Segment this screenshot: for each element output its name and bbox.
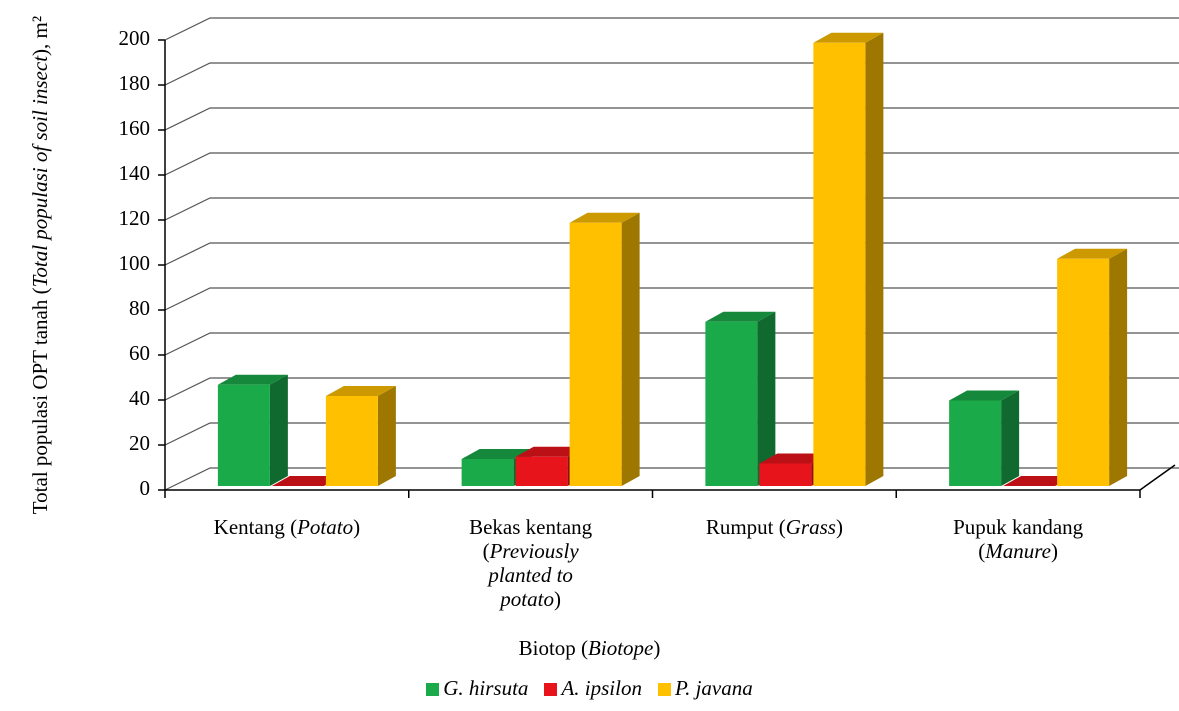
grid-line	[164, 422, 1179, 446]
legend-item: A. ipsilon	[544, 676, 642, 700]
bar-front	[461, 459, 514, 486]
y-tick-label: 140	[119, 161, 151, 185]
y-tick-label: 100	[119, 251, 151, 275]
bar-top	[569, 212, 640, 223]
x-tick-label: Bekas kentang (Previously planted to pot…	[469, 515, 593, 611]
legend-swatch	[426, 683, 440, 696]
bar	[813, 32, 884, 486]
grid-line	[164, 242, 1179, 266]
legend-label: P. javana	[674, 676, 753, 700]
x-axis-title: Biotop (Biotope)	[518, 636, 661, 660]
bar-front	[759, 463, 812, 486]
bar-front	[569, 222, 622, 486]
bar-front	[217, 384, 270, 486]
y-tick-label: 120	[119, 206, 151, 230]
y-tick-label: 160	[119, 116, 151, 140]
bar-top	[515, 446, 586, 457]
bar-top	[461, 449, 532, 459]
x-tick-label: Kentang (Potato)	[213, 515, 361, 539]
y-tick-label: 0	[140, 476, 151, 500]
bar-side	[377, 386, 396, 486]
bar-top	[325, 386, 396, 396]
grid-line	[164, 152, 1179, 176]
bar	[1003, 476, 1074, 486]
grid-line	[164, 17, 1179, 41]
y-tick-label: 80	[129, 296, 150, 320]
y-tick-label: 40	[129, 386, 150, 410]
legend-swatch	[657, 683, 671, 696]
grid-line	[164, 377, 1179, 401]
bar	[949, 390, 1020, 486]
y-tick-label: 20	[129, 431, 150, 455]
bar-top	[217, 374, 288, 385]
grid-line	[164, 197, 1179, 221]
bar-side	[865, 32, 884, 486]
bar-top	[705, 311, 776, 322]
bar-front	[1057, 258, 1110, 486]
bar-side	[621, 212, 640, 486]
bar-side	[757, 311, 776, 486]
bar-top	[271, 476, 342, 486]
legend-label: G. hirsuta	[443, 676, 529, 700]
bar-side	[1109, 248, 1128, 486]
grid-line	[164, 332, 1179, 356]
bar	[569, 212, 640, 486]
bar	[217, 374, 288, 486]
x-tick-label: Pupuk kandang (Manure)	[953, 515, 1084, 563]
bar	[271, 476, 342, 486]
y-axis-title: Total populasi OPT tanah (Total populasi…	[28, 15, 52, 515]
y-tick-label: 200	[119, 26, 151, 50]
bar-front	[813, 42, 866, 486]
bar-front	[949, 400, 1002, 486]
bar-side	[1001, 390, 1020, 486]
grid-line	[164, 287, 1179, 311]
bar-front	[705, 321, 758, 486]
bar-side	[269, 374, 288, 486]
legend-item: G. hirsuta	[426, 676, 528, 700]
legend-label: A. ipsilon	[561, 676, 642, 700]
legend-swatch	[544, 683, 558, 696]
y-tick-label: 60	[129, 341, 150, 365]
y-tick-label: 180	[119, 71, 151, 95]
legend-item: P. javana	[657, 676, 753, 700]
bar	[705, 311, 776, 486]
bar-front	[515, 456, 568, 486]
x-tick-label: Rumput (Grass)	[705, 515, 843, 539]
bar-top	[1003, 476, 1074, 486]
bar-top	[1057, 248, 1128, 259]
bar-top	[949, 390, 1020, 401]
bar-front	[325, 396, 378, 486]
grid-line	[164, 62, 1179, 86]
bar	[1057, 248, 1128, 486]
bar	[325, 386, 396, 486]
bar-top	[759, 453, 830, 464]
legend: G. hirsuta A. ipsilon P. javana	[0, 676, 1179, 701]
grid-line	[164, 107, 1179, 131]
bar-top	[813, 32, 884, 43]
